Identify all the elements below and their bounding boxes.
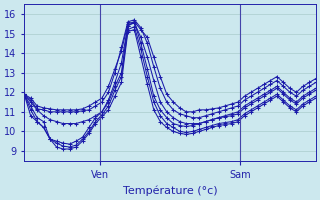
X-axis label: Température (°c): Température (°c) xyxy=(123,185,217,196)
